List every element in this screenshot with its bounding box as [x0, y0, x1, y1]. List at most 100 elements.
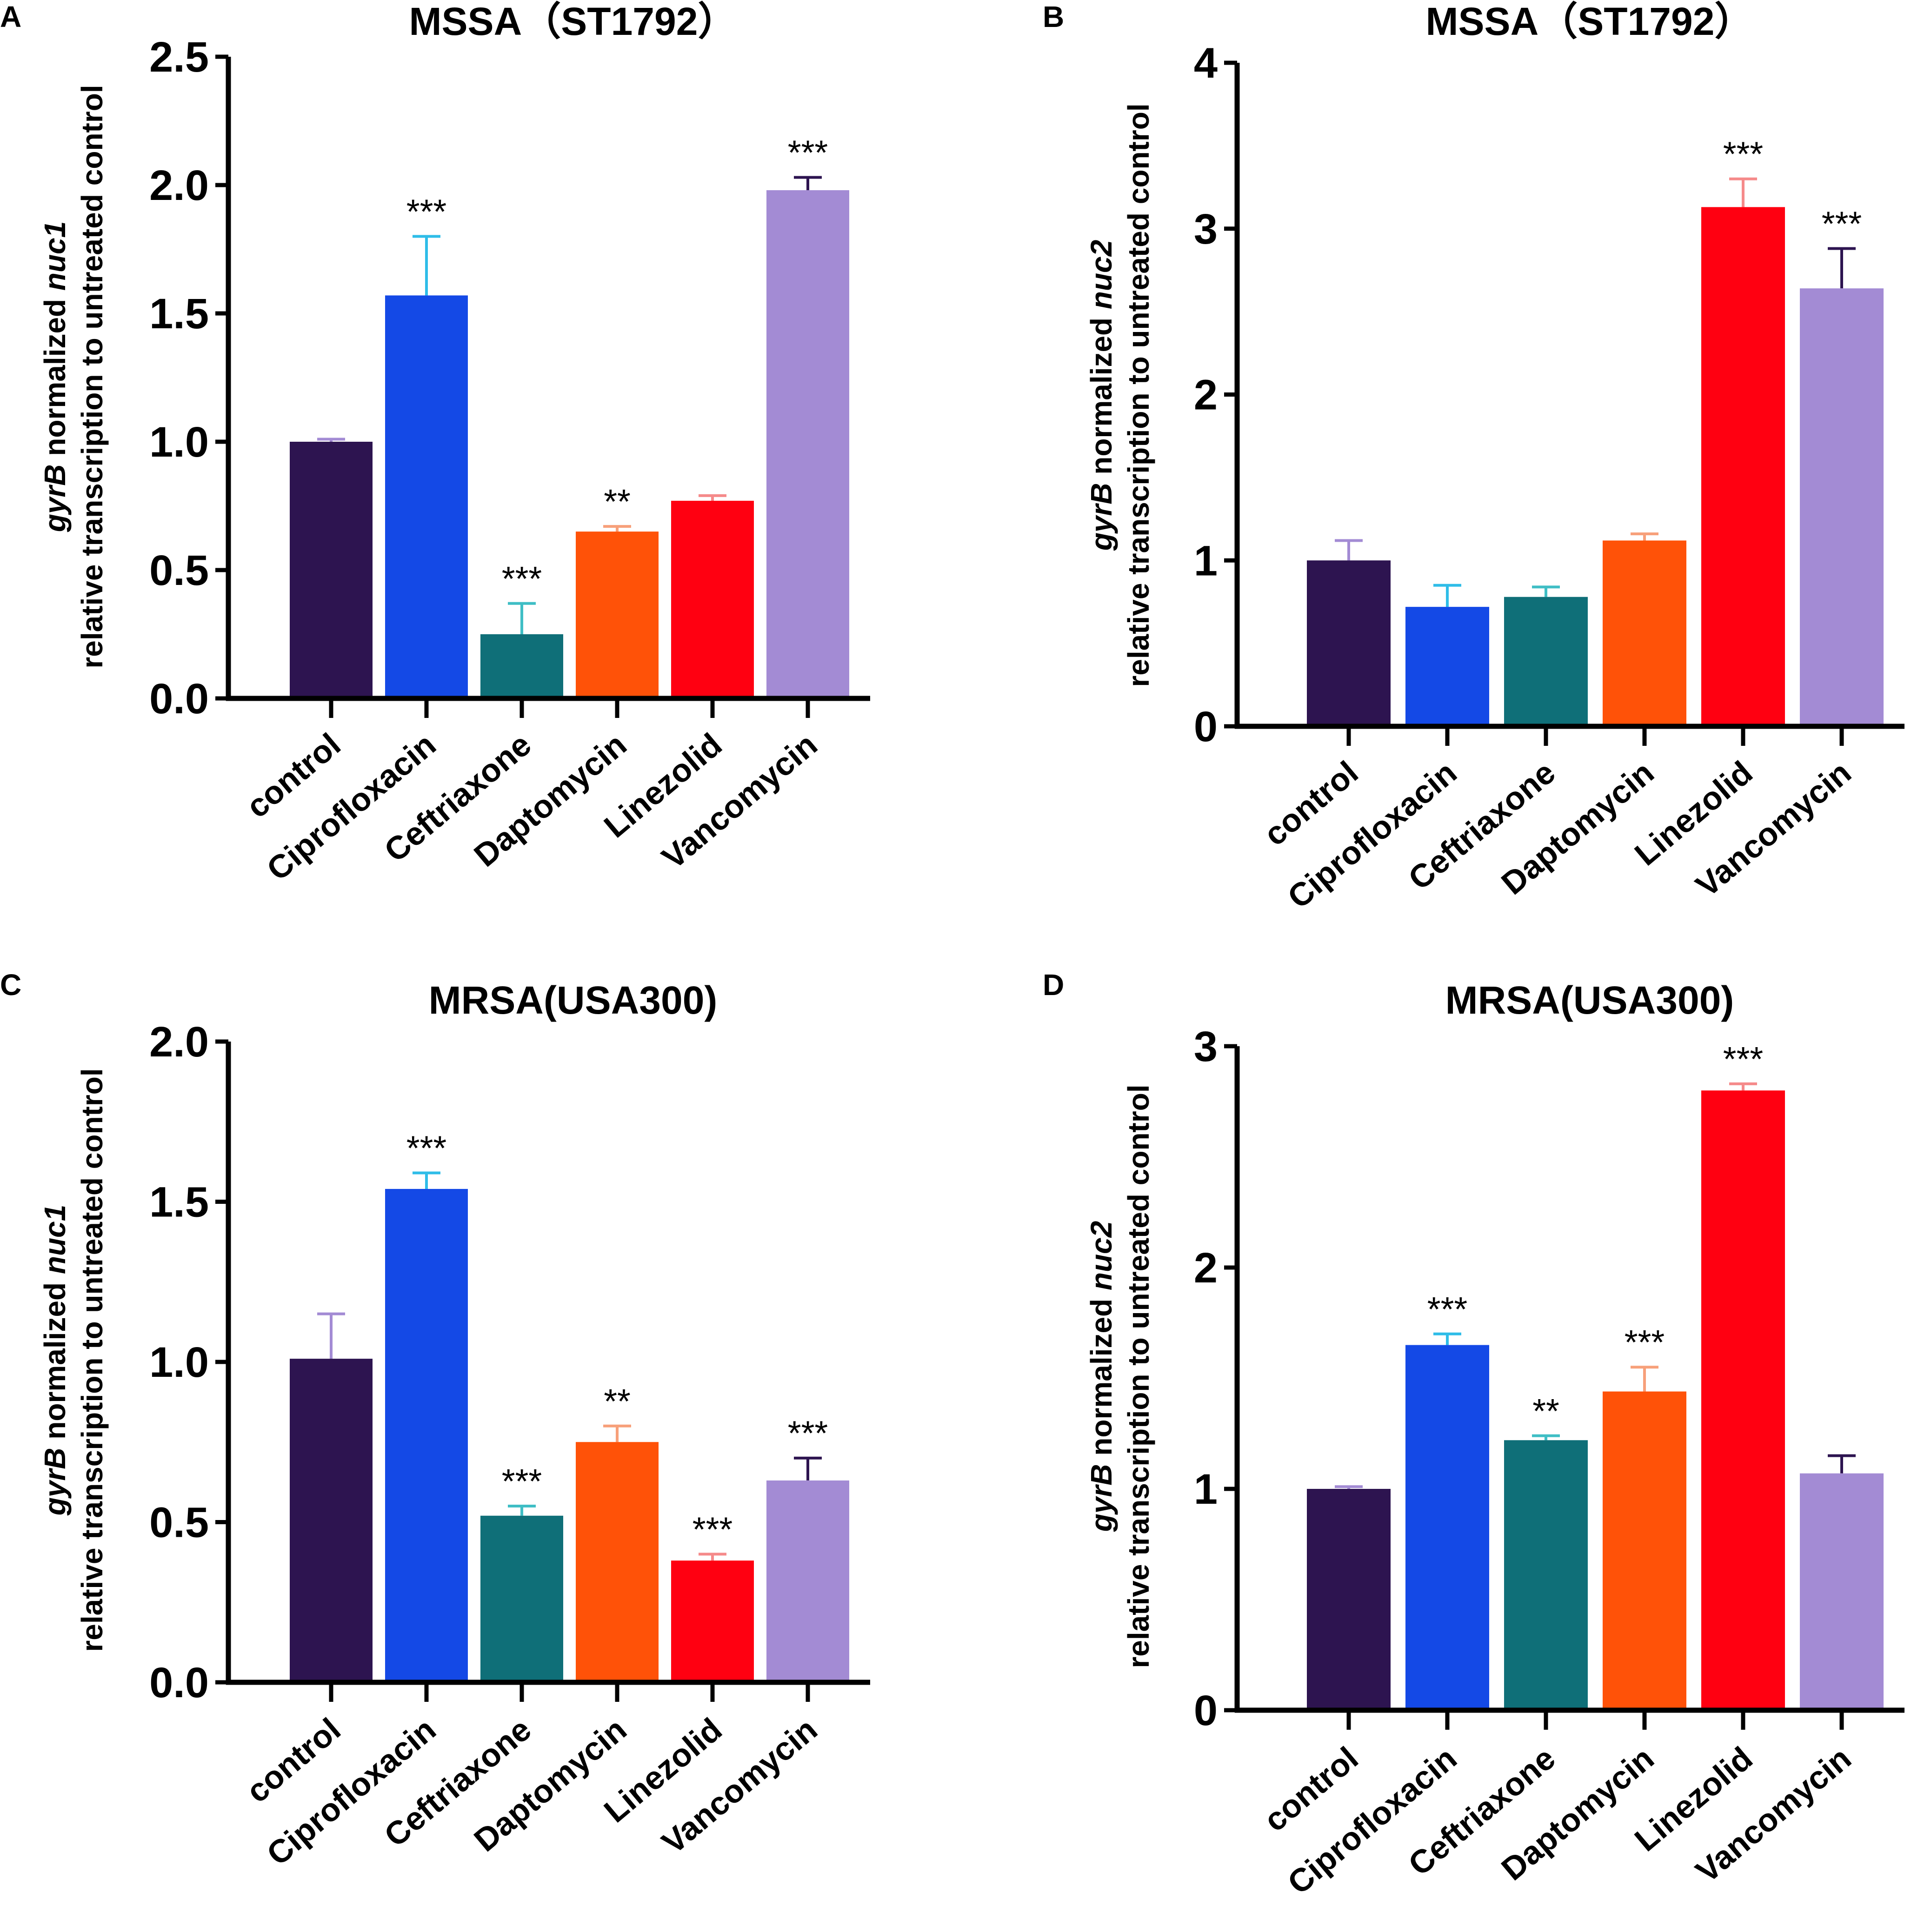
significance-label: **: [604, 1382, 631, 1421]
bar: [1504, 597, 1588, 726]
significance-label: ***: [502, 559, 542, 598]
bar: [576, 1442, 659, 1682]
bar: [385, 1188, 468, 1682]
bar: [766, 190, 849, 698]
ylabel-prefix: gyrB: [1085, 483, 1118, 551]
chart-title: MRSA(USA300): [1445, 978, 1734, 1022]
y-tick-label: 0.0: [149, 1659, 209, 1706]
panel-letter: B: [1043, 0, 1064, 33]
y-tick-label: 0.5: [149, 547, 209, 594]
panel-letter: D: [1043, 968, 1064, 1002]
ylabel-middle: normalized: [38, 291, 72, 464]
ylabel-line2: relative transcription to untreated cont…: [1122, 103, 1155, 687]
panel-b: B MSSA（ST1792） gyrB normalized nuc2 rela…: [1043, 0, 1904, 916]
panel-letter: C: [0, 968, 21, 1002]
bar: [1504, 1440, 1588, 1710]
significance-label: ***: [406, 192, 446, 231]
bar: [671, 1560, 754, 1682]
significance-label: ***: [1723, 135, 1763, 173]
significance-label: ***: [406, 1129, 446, 1167]
chart-marks: 0123control***Ciprofloxacin**Ceftriaxone…: [1194, 1023, 1904, 1901]
bar: [1603, 1391, 1686, 1710]
y-axis-label: gyrB normalized nuc2 relative transcript…: [1085, 103, 1155, 687]
y-axis-label: gyrB normalized nuc2 relative transcript…: [1085, 1084, 1155, 1668]
ylabel-line2: relative transcription to untreated cont…: [75, 1068, 109, 1652]
ylabel-gene: nuc1: [38, 221, 72, 291]
ylabel-line2: relative transcription to untreated cont…: [1122, 1084, 1155, 1668]
chart-title: MRSA(USA300): [429, 978, 718, 1022]
ylabel-prefix: gyrB: [38, 464, 72, 532]
significance-label: ***: [788, 1414, 828, 1453]
y-axis-label: gyrB normalized nuc1 relative transcript…: [38, 85, 109, 668]
ylabel-line2: relative transcription to untreated cont…: [75, 85, 109, 668]
significance-label: ***: [692, 1510, 732, 1548]
y-tick-label: 1.5: [149, 1179, 209, 1226]
y-tick-label: 0: [1194, 1687, 1218, 1734]
bar: [385, 295, 468, 698]
bar: [766, 1480, 849, 1682]
bar: [290, 1359, 373, 1682]
significance-label: **: [604, 482, 631, 521]
y-tick-label: 2.0: [149, 1018, 209, 1066]
ylabel-gene: nuc1: [38, 1205, 72, 1274]
y-tick-label: 2.0: [149, 162, 209, 209]
bar: [1307, 1489, 1391, 1710]
y-tick-label: 1: [1194, 537, 1218, 584]
ylabel-middle: normalized: [38, 1274, 72, 1447]
chart-title: MSSA（ST1792）: [409, 0, 737, 43]
y-tick-label: 0: [1194, 703, 1218, 750]
ylabel-middle: normalized: [1085, 1290, 1118, 1464]
bar: [480, 1515, 563, 1682]
y-tick-label: 0.0: [149, 675, 209, 723]
chart-marks: 01234controlCiprofloxacinCeftriaxoneDapt…: [1194, 40, 1904, 916]
chart-title: MSSA（ST1792）: [1426, 0, 1754, 43]
category-label: Ciprofloxacin: [260, 726, 443, 888]
bar: [1701, 207, 1785, 726]
bar: [671, 500, 754, 698]
bar: [1603, 540, 1686, 726]
bar: [480, 634, 563, 698]
y-tick-label: 2: [1194, 1244, 1218, 1292]
svg-text:gyrB normalized nuc1: gyrB normalized nuc1: [38, 1205, 72, 1516]
ylabel-prefix: gyrB: [38, 1447, 72, 1516]
significance-label: ***: [1625, 1323, 1665, 1361]
bar: [1307, 560, 1391, 726]
significance-label: ***: [788, 133, 828, 172]
panel-a: A MSSA（ST1792） gyrB normalized nuc1 rela…: [0, 0, 870, 888]
y-tick-label: 2: [1194, 372, 1218, 419]
bar: [1800, 288, 1884, 726]
svg-text:gyrB normalized nuc2: gyrB normalized nuc2: [1085, 1221, 1118, 1533]
ylabel-middle: normalized: [1085, 309, 1118, 483]
significance-label: **: [1532, 1392, 1559, 1430]
significance-label: ***: [1723, 1040, 1763, 1078]
bar: [576, 531, 659, 698]
ylabel-prefix: gyrB: [1085, 1464, 1118, 1532]
y-tick-label: 1.0: [149, 1339, 209, 1386]
y-tick-label: 3: [1194, 206, 1218, 253]
ylabel-gene: nuc2: [1085, 1221, 1118, 1290]
significance-label: ***: [1427, 1290, 1467, 1328]
y-tick-label: 1: [1194, 1466, 1218, 1513]
y-axis-label: gyrB normalized nuc1 relative transcript…: [38, 1068, 109, 1652]
svg-text:gyrB normalized nuc1: gyrB normalized nuc1: [38, 221, 72, 533]
y-tick-label: 1.5: [149, 290, 209, 338]
panel-letter: A: [0, 0, 21, 33]
significance-label: ***: [502, 1462, 542, 1500]
panel-d: D MRSA(USA300) gyrB normalized nuc2 rela…: [1043, 968, 1904, 1901]
y-tick-label: 2.5: [149, 33, 209, 81]
y-tick-label: 4: [1194, 40, 1218, 87]
y-tick-label: 3: [1194, 1023, 1218, 1070]
panel-c: C MRSA(USA300) gyrB normalized nuc1 rela…: [0, 968, 870, 1872]
y-tick-label: 1.0: [149, 418, 209, 466]
significance-label: ***: [1822, 205, 1862, 243]
bar: [1701, 1090, 1785, 1710]
bar: [1800, 1473, 1884, 1710]
svg-text:gyrB normalized nuc2: gyrB normalized nuc2: [1085, 240, 1118, 551]
chart-marks: 0.00.51.01.52.02.5control***Ciprofloxaci…: [149, 33, 870, 888]
category-label: Ciprofloxacin: [1281, 1740, 1464, 1901]
bar: [1405, 607, 1489, 726]
chart-marks: 0.00.51.01.52.0control***Ciprofloxacin**…: [149, 1018, 870, 1872]
category-label: Ciprofloxacin: [1281, 754, 1464, 916]
bar: [290, 442, 373, 698]
